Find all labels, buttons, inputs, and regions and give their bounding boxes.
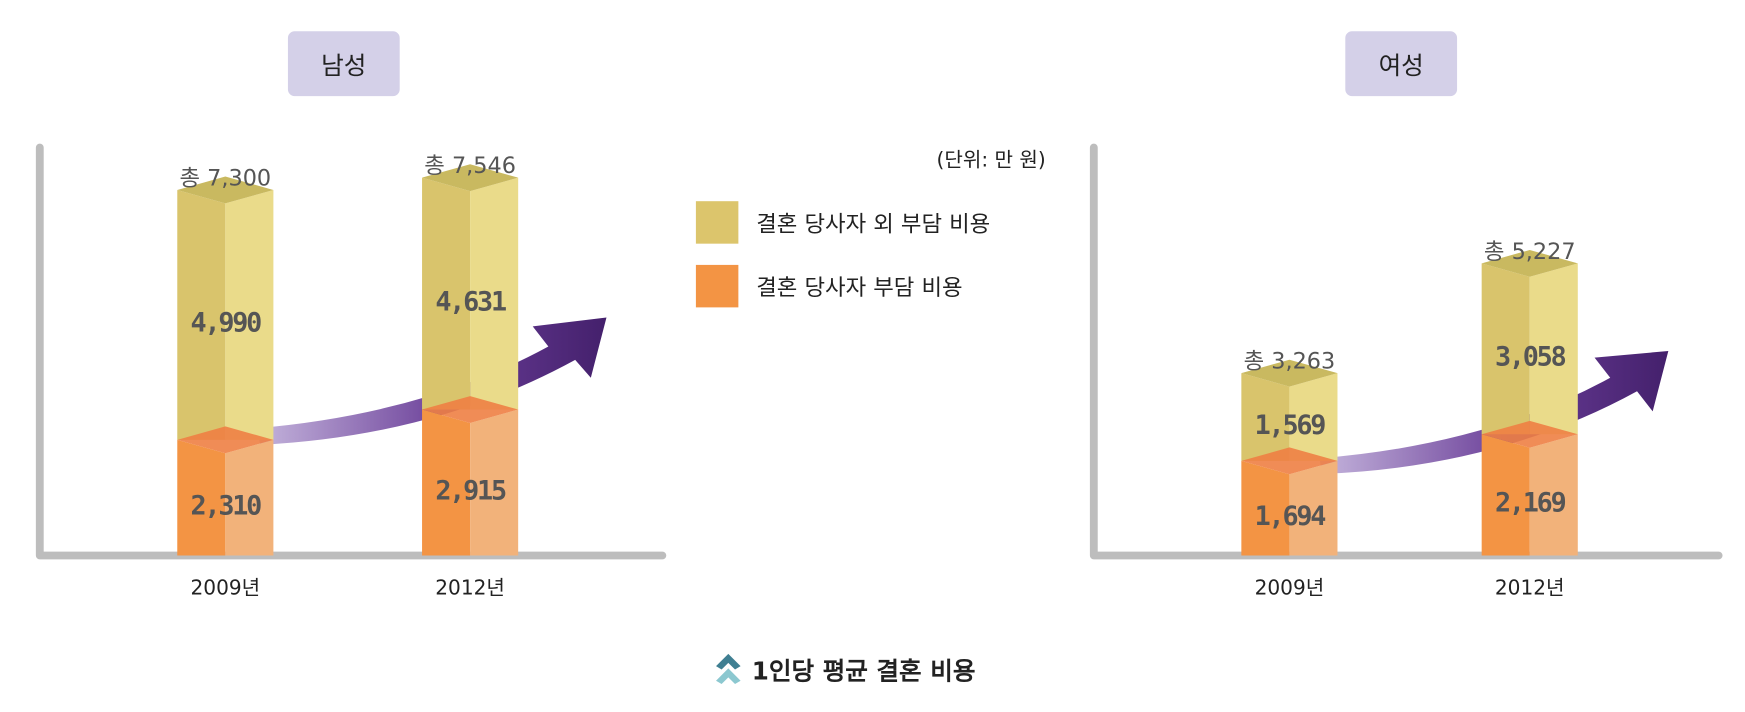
women-bar-top-1-1	[1481, 249, 1578, 277]
women-tick-2012: 2012년	[1495, 576, 1565, 600]
legend-swatch-self	[695, 264, 739, 308]
legend: 결혼 당사자 외 부담 비용 결혼 당사자 부담 비용	[695, 201, 990, 308]
men-bar-0-0-right	[225, 439, 274, 556]
unit-label: (단위: 만 원)	[936, 148, 1045, 172]
men-value-label-1-1: 4,631	[435, 286, 506, 317]
men-bar-top-0-0	[177, 426, 274, 454]
women-title: 여성	[1379, 51, 1424, 80]
women-badge: 여성	[1345, 31, 1458, 97]
men-bar-top-1-1	[422, 164, 519, 192]
men-value-label-0-1: 2,915	[435, 475, 506, 506]
women-bar-1-1-left	[1481, 263, 1530, 435]
double-chevron-up-icon	[716, 653, 741, 685]
women-bar-1-0-right	[1289, 373, 1338, 461]
men-bar-0-1-right	[470, 409, 519, 556]
women-bar-1-1-right	[1529, 263, 1578, 435]
men-bar-1-0-right	[225, 189, 274, 440]
men-bar-1-1-right	[470, 177, 519, 410]
men-bar-0-1-left	[422, 409, 471, 556]
women-value-label-1-1: 3,058	[1495, 342, 1566, 373]
women-value-label-0-0: 1,694	[1255, 501, 1326, 532]
women-bar-top-0-0	[1241, 447, 1338, 475]
men-bar-0-0-left	[177, 439, 226, 556]
legend-swatch-other	[695, 201, 739, 244]
women-bar-0-0-left	[1241, 460, 1290, 556]
women-bar-0-1-right	[1529, 434, 1578, 556]
men-bar-top-0-1	[422, 396, 519, 423]
legend-label-other: 결혼 당사자 외 부담 비용	[756, 211, 990, 237]
women-bar-1-0-left	[1241, 373, 1290, 461]
women-tick-2009: 2009년	[1255, 576, 1325, 600]
caption-title: 1인당 평균 결혼 비용	[752, 657, 976, 686]
men-total-label-1: 총 7,546	[424, 153, 516, 179]
men-tick-2009: 2009년	[190, 576, 260, 600]
legend-label-self: 결혼 당사자 부담 비용	[756, 275, 962, 301]
women-axis	[1089, 143, 1723, 560]
men-bar-top-1-0	[177, 176, 274, 204]
men-value-label-0-0: 2,310	[191, 490, 262, 521]
men-bar-1-1-left	[422, 177, 471, 410]
women-total-label-1: 총 5,227	[1484, 239, 1576, 265]
women-bar-0-0-right	[1289, 460, 1338, 556]
women-value-label-1-0: 1,569	[1255, 410, 1326, 441]
women-trend-arrow	[1319, 350, 1669, 474]
women-bar-0-1-left	[1481, 434, 1530, 556]
men-tick-2012: 2012년	[435, 576, 505, 600]
men-bar-1-0-left	[177, 189, 226, 440]
men-value-label-1-0: 4,990	[191, 308, 262, 339]
men-title: 남성	[321, 51, 366, 80]
women-total-label-0: 총 3,263	[1244, 349, 1336, 375]
men-trend-arrow	[257, 317, 607, 445]
women-value-label-0-1: 2,169	[1495, 488, 1566, 519]
men-badge: 남성	[287, 31, 400, 97]
men-total-label-0: 총 7,300	[180, 166, 272, 192]
